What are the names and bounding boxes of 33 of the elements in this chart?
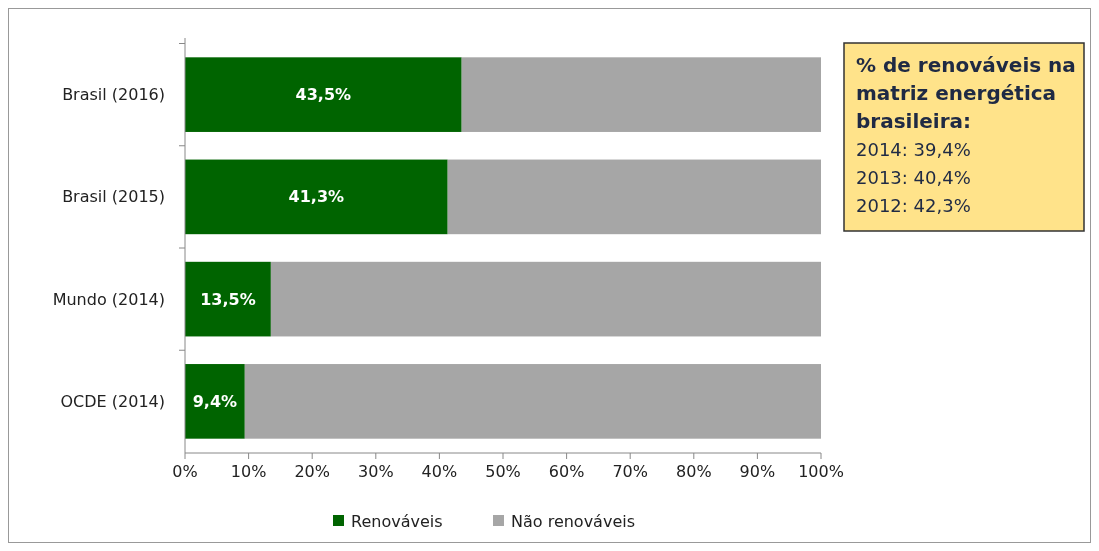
data-label: 9,4% bbox=[192, 391, 238, 411]
x-tick-label: 10% bbox=[230, 462, 267, 481]
bar bbox=[185, 159, 448, 235]
text: 2012: 42,3% bbox=[856, 195, 971, 216]
y-tick-label: Brasil (2016) bbox=[62, 85, 165, 105]
data-label: 43,5% bbox=[295, 85, 352, 105]
y-tick-label: Brasil (2015) bbox=[62, 187, 165, 207]
x-tick-label: 20% bbox=[294, 462, 330, 481]
x-tick-label: 40% bbox=[421, 462, 458, 481]
text: % de renováveis na matriz energética brasileira: bbox=[856, 53, 1076, 133]
text: 2013: 40,4% bbox=[856, 167, 971, 188]
bar bbox=[244, 364, 821, 439]
x-tick-label: 90% bbox=[739, 462, 776, 481]
bar bbox=[185, 57, 462, 132]
x-tick-label: 80% bbox=[676, 462, 712, 481]
x-tick-label: 50% bbox=[485, 462, 521, 481]
bar bbox=[185, 364, 245, 439]
x-tick-label: 0% bbox=[172, 462, 198, 481]
data-label: 13,5% bbox=[200, 289, 256, 309]
bar bbox=[447, 159, 821, 235]
y-tick-label: Mundo (2014) bbox=[52, 289, 165, 309]
data-label: 41,3% bbox=[288, 187, 345, 207]
legend-label: Não renováveis bbox=[511, 511, 636, 531]
x-tick-label: 60% bbox=[548, 462, 585, 481]
x-tick-label: 100% bbox=[798, 462, 844, 481]
bar bbox=[270, 261, 821, 337]
y-tick-label: OCDE (2014) bbox=[60, 391, 165, 411]
x-tick-label: 70% bbox=[612, 462, 648, 481]
x-tick-label: 30% bbox=[358, 462, 394, 481]
legend-label: Renováveis bbox=[351, 511, 443, 531]
text: 2014: 39,4% bbox=[856, 139, 971, 160]
bar bbox=[185, 261, 271, 337]
bar bbox=[461, 57, 821, 132]
